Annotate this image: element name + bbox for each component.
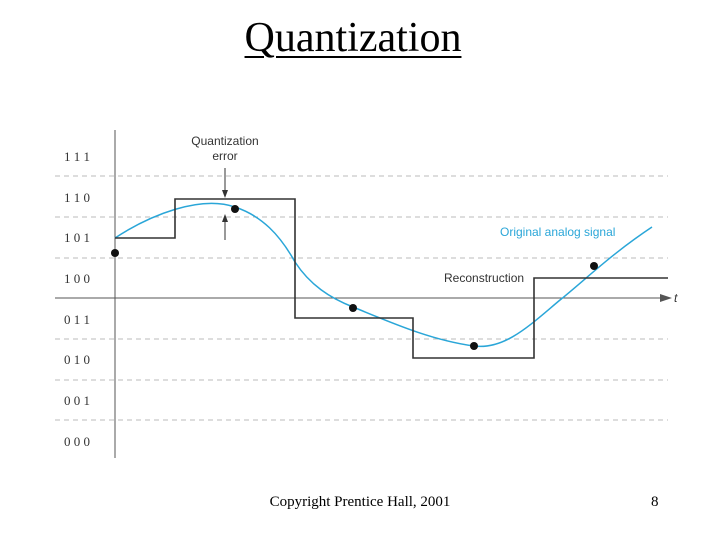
error-arrow-down-icon (222, 190, 228, 198)
quantization-error-label-line1: Quantization (191, 134, 258, 148)
page-number: 8 (651, 494, 659, 510)
level-gridlines (55, 175, 668, 421)
time-axis-arrow-icon (660, 294, 672, 302)
level-code-label: 0 0 1 (64, 393, 90, 408)
level-code-label: 1 0 1 (64, 230, 90, 245)
sample-point (470, 342, 478, 350)
level-code-label: 0 1 0 (64, 352, 90, 367)
level-code-label: 0 1 1 (64, 312, 90, 327)
copyright-footer: Copyright Prentice Hall, 2001 (269, 494, 451, 510)
level-code-label: 1 0 0 (64, 271, 90, 286)
level-code-label: 1 1 1 (64, 149, 90, 164)
level-code-labels: 1 1 1 1 1 0 1 0 1 1 0 0 0 1 1 0 1 0 0 0 … (64, 149, 90, 449)
reconstruction-label: Reconstruction (444, 271, 524, 285)
level-code-label: 0 0 0 (64, 434, 90, 449)
sample-point (349, 304, 357, 312)
error-arrow-up-icon (222, 214, 228, 222)
reconstruction-staircase (115, 198, 668, 359)
sample-point (231, 205, 239, 213)
original-signal-label: Original analog signal (500, 225, 615, 239)
level-code-label: 1 1 0 (64, 190, 90, 205)
sample-point (111, 249, 119, 257)
sample-points (111, 205, 598, 350)
page-title: Quantization (244, 15, 462, 61)
sample-point (590, 262, 598, 270)
quantization-error-label-line2: error (212, 149, 237, 163)
time-axis-label: t (674, 291, 678, 305)
